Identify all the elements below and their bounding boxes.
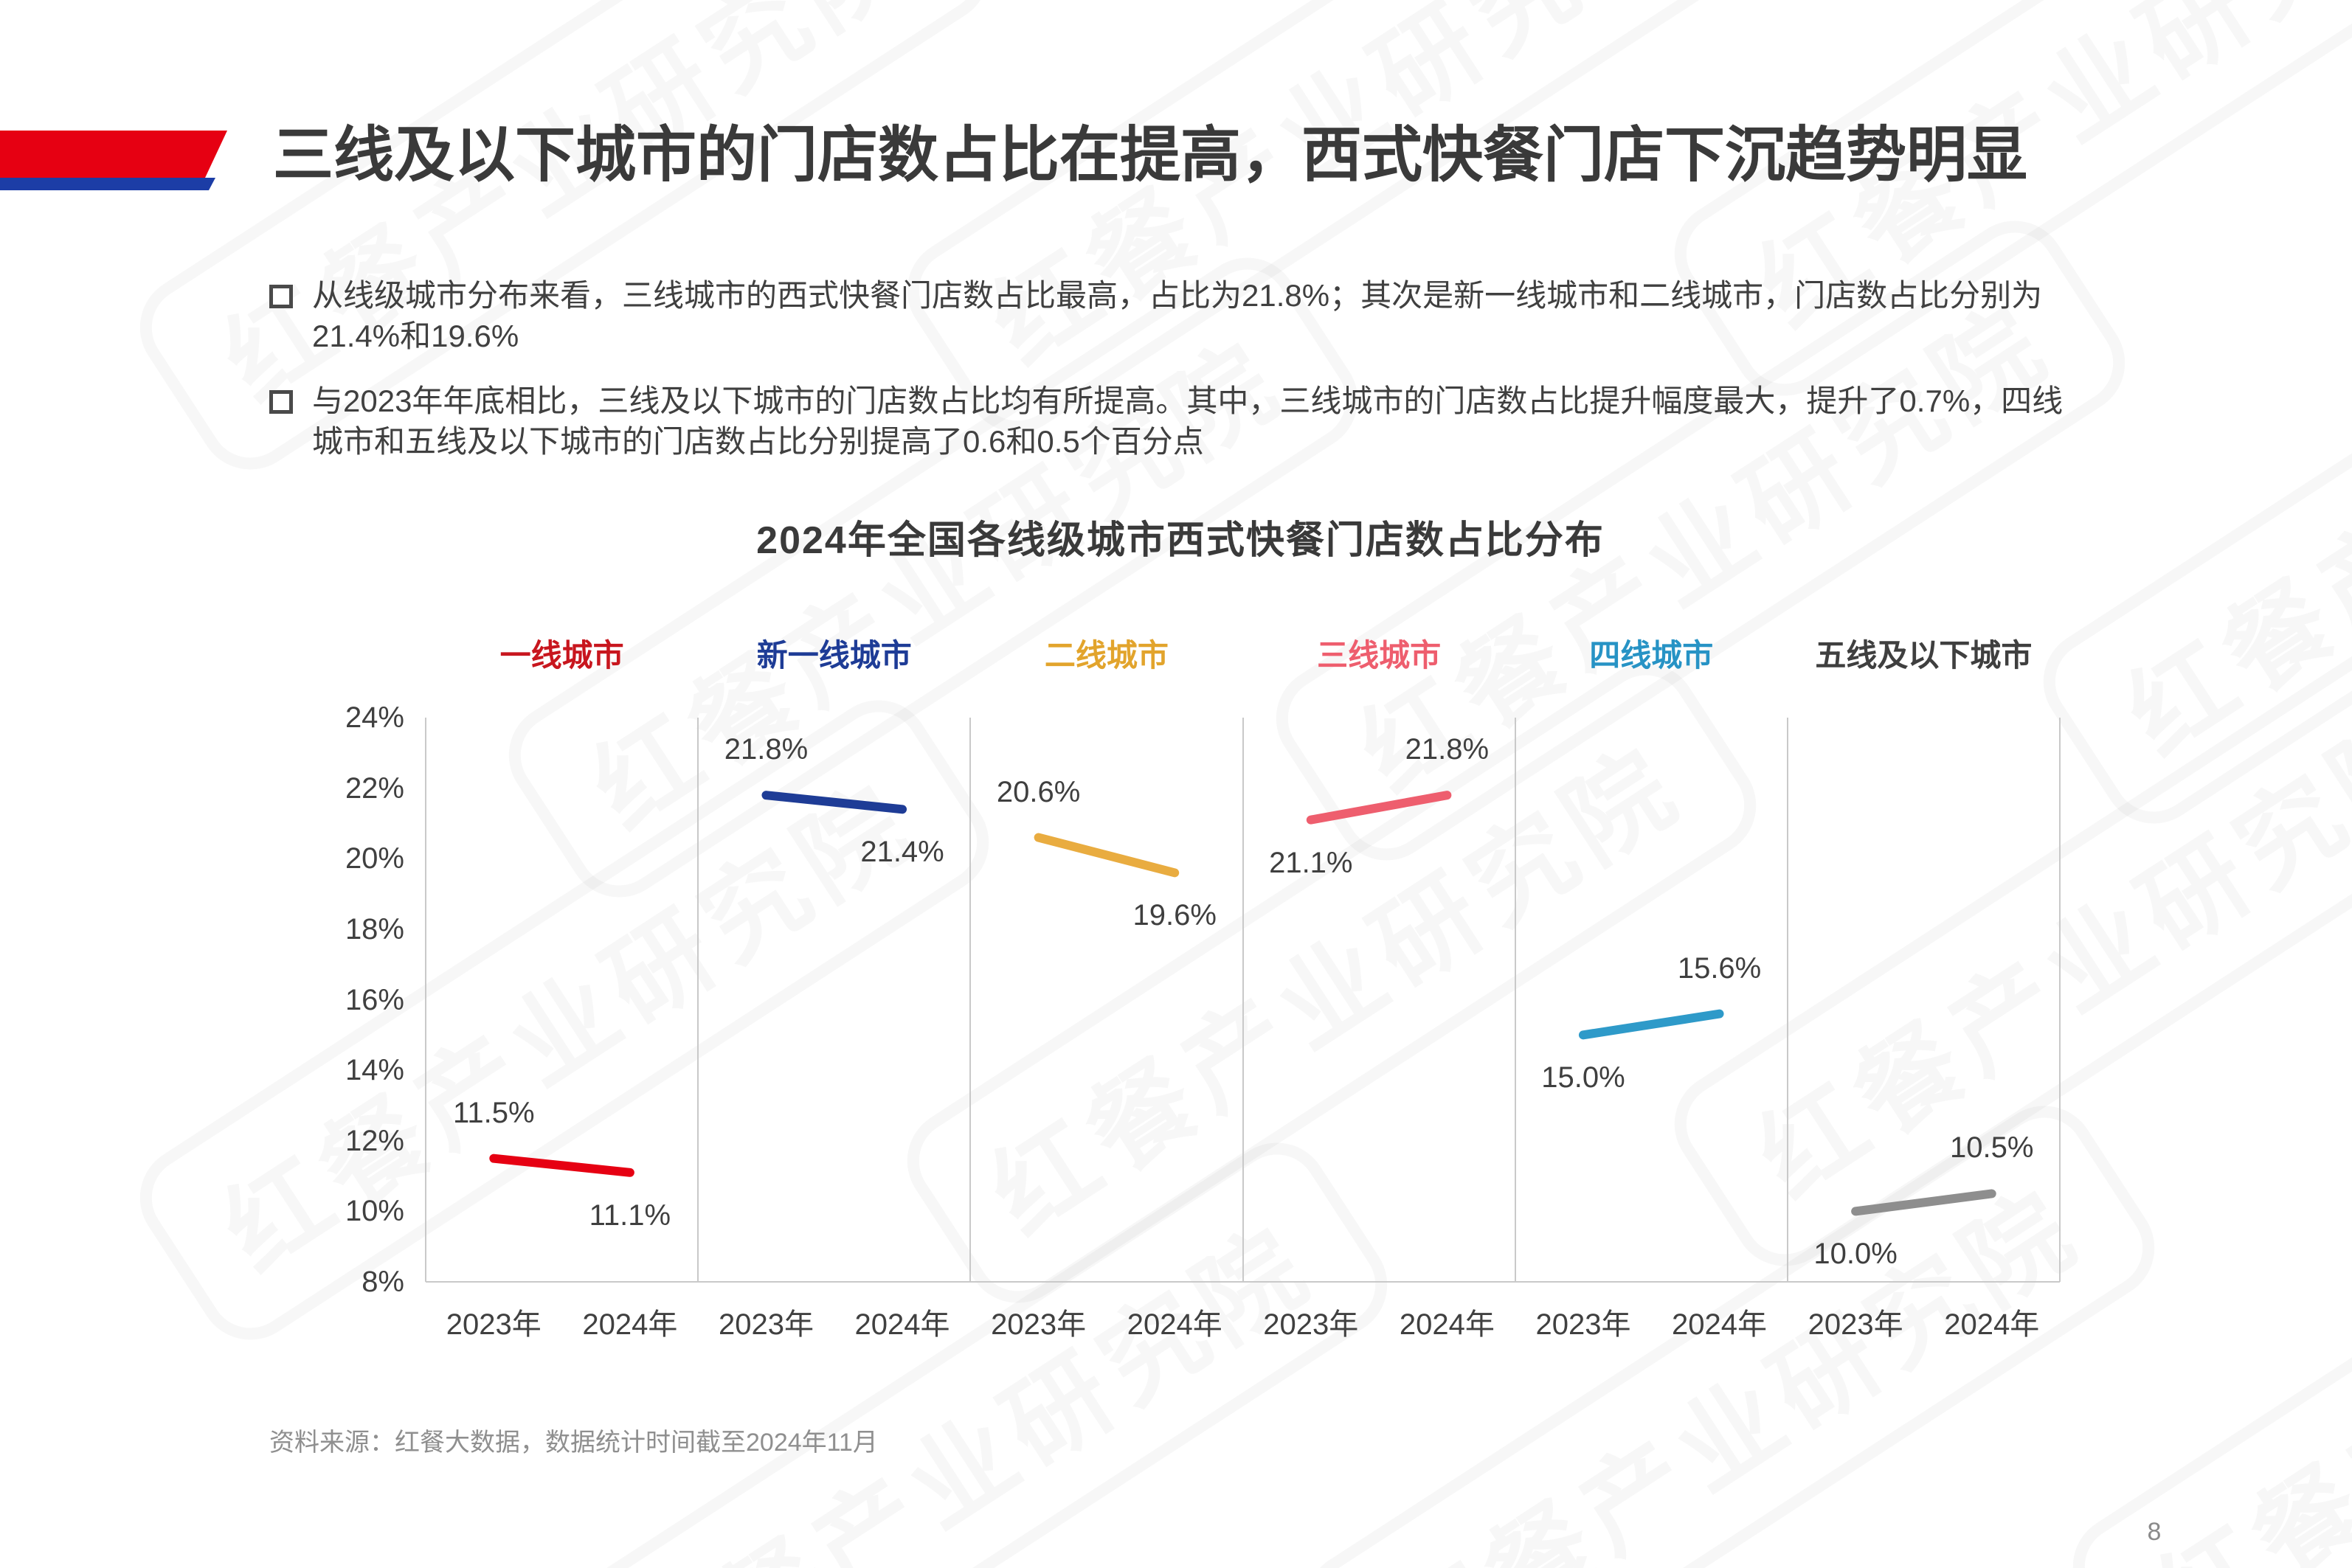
source-note: 资料来源：红餐大数据，数据统计时间截至2024年11月 [269,1429,878,1457]
y-axis-tick-label: 8% [362,1266,404,1298]
x-axis-line [426,1281,2060,1283]
panel-divider-line [1242,718,1244,1282]
bullet-list: 从线级城市分布来看，三线城市的西式快餐门店数占比最高，占比为21.8%；其次是新… [269,276,2077,487]
y-axis-tick-label: 18% [345,912,404,946]
trend-line [761,791,907,814]
bullet-text: 从线级城市分布来看，三线城市的西式快餐门店数占比最高，占比为21.8%；其次是新… [312,278,2043,353]
data-point-label: 19.6% [1132,899,1217,932]
bullet-item: 与2023年年底相比，三线及以下城市的门店数占比均有所提高。其中，三线城市的门店… [269,381,2077,462]
legend-item: 二线城市 [1044,638,1169,673]
page-number: 8 [2147,1518,2162,1546]
page-title: 三线及以下城市的门店数占比在提高，西式快餐门店下沉趋势明显 [273,122,2028,189]
y-axis-tick-label: 16% [345,983,404,1016]
panel-divider-line [969,718,972,1282]
y-axis-tick-label: 10% [345,1195,404,1228]
legend-item: 一线城市 [499,638,624,673]
square-bullet-icon [269,390,293,414]
data-point-label: 11.5% [453,1096,535,1129]
x-axis-tick-label: 2024年 [1399,1308,1495,1341]
y-axis-tick-label: 24% [345,701,404,734]
data-point-label: 15.6% [1677,951,1762,985]
bullet-text: 与2023年年底相比，三线及以下城市的门店数占比均有所提高。其中，三线城市的门店… [312,384,2064,459]
legend-item: 四线城市 [1589,638,1714,673]
header-accent-blue-bar [0,178,215,190]
trend-line [1851,1189,1996,1216]
data-point-label: 10.0% [1813,1238,1898,1271]
x-axis-tick-label: 2023年 [1263,1308,1359,1341]
data-point-label: 21.8% [724,733,809,766]
x-axis-tick-label: 2024年 [1127,1308,1222,1341]
panel-divider-line [2059,718,2061,1282]
panel-divider-line [697,718,699,1282]
data-point-label: 21.1% [1269,846,1353,879]
data-point-label: 15.0% [1541,1061,1625,1095]
data-point-label: 21.4% [860,836,944,869]
legend-item: 新一线城市 [756,638,912,673]
header-accent-red-bar [0,131,227,178]
trend-line [1034,833,1180,878]
panel-divider-line [1786,718,1788,1282]
x-axis-tick-label: 2023年 [1808,1308,1903,1341]
x-axis-tick-label: 2023年 [991,1308,1087,1341]
y-axis-tick-label: 22% [345,771,404,805]
data-point-label: 21.8% [1405,733,1490,766]
trend-line [489,1154,634,1177]
trend-line [1578,1009,1724,1040]
x-axis-tick-label: 2023年 [446,1308,542,1341]
chart-title: 2024年全国各线级城市西式快餐门店数占比分布 [756,519,1605,562]
x-axis-tick-label: 2024年 [1944,1308,2040,1341]
x-axis-tick-label: 2024年 [1672,1308,1768,1341]
y-axis-tick-label: 12% [345,1124,404,1157]
trend-line [1306,791,1452,825]
bullet-item: 从线级城市分布来看，三线城市的西式快餐门店数占比最高，占比为21.8%；其次是新… [269,276,2077,356]
y-axis-tick-label: 14% [345,1054,404,1087]
data-point-label: 10.5% [1949,1131,2034,1165]
x-axis-tick-label: 2024年 [582,1308,678,1341]
y-axis-tick-label: 20% [345,842,404,875]
x-axis-tick-label: 2023年 [718,1308,814,1341]
x-axis-tick-label: 2023年 [1535,1308,1631,1341]
data-point-label: 20.6% [996,775,1081,808]
data-point-label: 11.1% [589,1198,671,1232]
square-bullet-icon [269,285,293,308]
y-axis-line [425,718,426,1282]
x-axis-tick-label: 2024年 [854,1308,950,1341]
legend-item: 五线及以下城市 [1815,638,2033,673]
panel-divider-line [1514,718,1516,1282]
legend-item: 三线城市 [1317,638,1442,673]
